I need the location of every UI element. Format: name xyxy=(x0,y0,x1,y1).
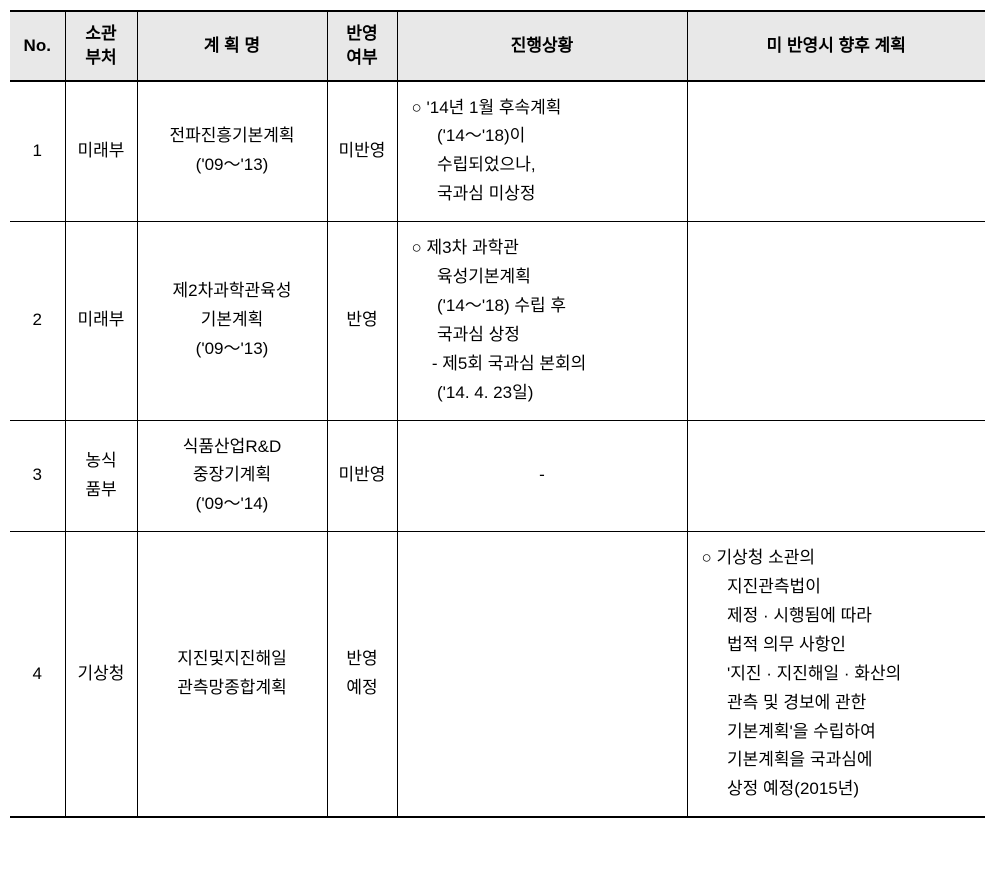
header-future: 미 반영시 향후 계획 xyxy=(687,11,985,81)
future-line: 제정 · 시행됨에 따라 xyxy=(702,602,978,631)
cell-status: ○ 제3차 과학관육성기본계획('14～'18) 수립 후국과심 상정- 제5회… xyxy=(397,222,687,420)
status-line: ('14～'18)이 xyxy=(412,122,679,151)
header-no: No. xyxy=(10,11,65,81)
cell-plan: 지진및지진해일관측망종합계획 xyxy=(137,532,327,818)
cell-reflect: 반영 xyxy=(327,222,397,420)
table-row: 1미래부전파진흥기본계획('09～'13)미반영○ '14년 1월 후속계획('… xyxy=(10,81,985,222)
cell-no: 3 xyxy=(10,420,65,532)
table-row: 2미래부제2차과학관육성기본계획('09～'13)반영○ 제3차 과학관육성기본… xyxy=(10,222,985,420)
cell-future xyxy=(687,420,985,532)
header-plan: 계 획 명 xyxy=(137,11,327,81)
cell-future xyxy=(687,222,985,420)
cell-no: 4 xyxy=(10,532,65,818)
status-line: 육성기본계획 xyxy=(412,263,679,292)
cell-future: ○ 기상청 소관의지진관측법이제정 · 시행됨에 따라법적 의무 사항인'지진 … xyxy=(687,532,985,818)
cell-future xyxy=(687,81,985,222)
status-line: 국과심 미상정 xyxy=(412,180,679,209)
cell-reflect: 미반영 xyxy=(327,81,397,222)
table-row: 4기상청지진및지진해일관측망종합계획반영예정 ○ 기상청 소관의지진관측법이제정 … xyxy=(10,532,985,818)
status-line: 국과심 상정 xyxy=(412,321,679,350)
cell-plan: 식품산업R&D중장기계획('09～'14) xyxy=(137,420,327,532)
cell-dept: 미래부 xyxy=(65,81,137,222)
cell-dept: 기상청 xyxy=(65,532,137,818)
cell-dept: 미래부 xyxy=(65,222,137,420)
status-line: ('14～'18) 수립 후 xyxy=(412,292,679,321)
table-row: 3농식품부식품산업R&D중장기계획('09～'14)미반영- xyxy=(10,420,985,532)
cell-plan: 제2차과학관육성기본계획('09～'13) xyxy=(137,222,327,420)
future-line: 지진관측법이 xyxy=(702,573,978,602)
plan-table: No. 소관부처 계 획 명 반영여부 진행상황 미 반영시 향후 계획 1미래… xyxy=(10,10,985,818)
header-dept: 소관부처 xyxy=(65,11,137,81)
status-line: - 제5회 국과심 본회의 xyxy=(412,350,679,379)
header-status: 진행상황 xyxy=(397,11,687,81)
future-line: ○ 기상청 소관의 xyxy=(702,544,978,573)
future-line: '지진 · 지진해일 · 화산의 xyxy=(702,660,978,689)
future-line: 기본계획'을 수립하여 xyxy=(702,718,978,747)
future-line: 기본계획을 국과심에 xyxy=(702,746,978,775)
cell-status: - xyxy=(397,420,687,532)
cell-reflect: 미반영 xyxy=(327,420,397,532)
future-line: 관측 및 경보에 관한 xyxy=(702,689,978,718)
cell-reflect: 반영예정 xyxy=(327,532,397,818)
status-line: ('14. 4. 23일) xyxy=(412,379,679,408)
cell-no: 1 xyxy=(10,81,65,222)
cell-status: ○ '14년 1월 후속계획('14～'18)이수립되었으나,국과심 미상정 xyxy=(397,81,687,222)
status-line: ○ 제3차 과학관 xyxy=(412,234,679,263)
header-row: No. 소관부처 계 획 명 반영여부 진행상황 미 반영시 향후 계획 xyxy=(10,11,985,81)
cell-status xyxy=(397,532,687,818)
cell-no: 2 xyxy=(10,222,65,420)
status-line: ○ '14년 1월 후속계획 xyxy=(412,94,679,123)
future-line: 상정 예정(2015년) xyxy=(702,775,978,804)
table-body: 1미래부전파진흥기본계획('09～'13)미반영○ '14년 1월 후속계획('… xyxy=(10,81,985,818)
cell-plan: 전파진흥기본계획('09～'13) xyxy=(137,81,327,222)
header-reflect: 반영여부 xyxy=(327,11,397,81)
cell-dept: 농식품부 xyxy=(65,420,137,532)
status-line: 수립되었으나, xyxy=(412,151,679,180)
future-line: 법적 의무 사항인 xyxy=(702,631,978,660)
